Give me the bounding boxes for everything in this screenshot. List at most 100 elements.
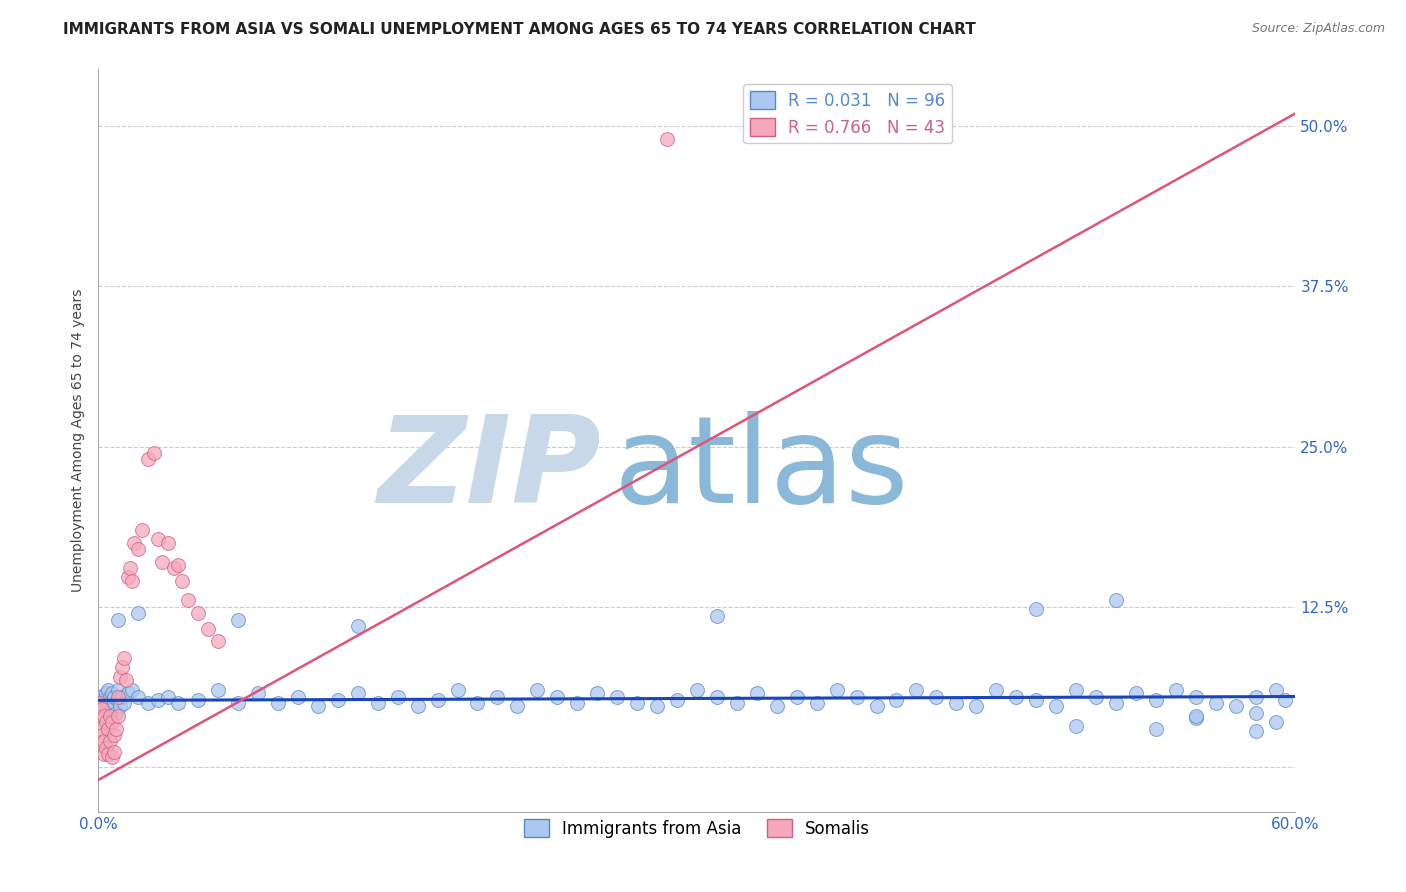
- Point: [346, 686, 368, 700]
- Point: [725, 696, 748, 710]
- Point: [1125, 686, 1147, 700]
- Point: [91, 728, 114, 742]
- Point: [207, 683, 229, 698]
- Point: [865, 698, 887, 713]
- Point: [97, 696, 120, 710]
- Point: [157, 690, 180, 704]
- Text: IMMIGRANTS FROM ASIA VS SOMALI UNEMPLOYMENT AMONG AGES 65 TO 74 YEARS CORRELATIO: IMMIGRANTS FROM ASIA VS SOMALI UNEMPLOYM…: [63, 22, 976, 37]
- Point: [172, 574, 194, 589]
- Point: [567, 696, 589, 710]
- Point: [127, 542, 149, 557]
- Point: [1005, 690, 1028, 704]
- Legend: Immigrants from Asia, Somalis: Immigrants from Asia, Somalis: [517, 813, 876, 845]
- Point: [127, 606, 149, 620]
- Y-axis label: Unemployment Among Ages 65 to 74 years: Unemployment Among Ages 65 to 74 years: [72, 288, 86, 592]
- Point: [1184, 690, 1206, 704]
- Point: [546, 690, 568, 704]
- Point: [197, 622, 219, 636]
- Point: [93, 747, 115, 762]
- Point: [110, 698, 132, 713]
- Point: [1244, 690, 1267, 704]
- Point: [267, 696, 290, 710]
- Point: [226, 696, 249, 710]
- Point: [1025, 602, 1047, 616]
- Point: [187, 606, 209, 620]
- Point: [526, 683, 548, 698]
- Point: [1164, 683, 1187, 698]
- Point: [107, 683, 129, 698]
- Point: [406, 698, 429, 713]
- Point: [765, 698, 787, 713]
- Point: [93, 708, 115, 723]
- Point: [925, 690, 948, 704]
- Point: [100, 708, 122, 723]
- Point: [111, 660, 134, 674]
- Point: [367, 696, 389, 710]
- Point: [626, 696, 648, 710]
- Point: [1084, 690, 1107, 704]
- Point: [107, 613, 129, 627]
- Point: [387, 690, 409, 704]
- Point: [1205, 696, 1227, 710]
- Text: Source: ZipAtlas.com: Source: ZipAtlas.com: [1251, 22, 1385, 36]
- Point: [112, 651, 135, 665]
- Point: [825, 683, 848, 698]
- Point: [121, 574, 143, 589]
- Point: [107, 693, 129, 707]
- Point: [89, 690, 111, 704]
- Point: [467, 696, 489, 710]
- Point: [157, 535, 180, 549]
- Point: [905, 683, 928, 698]
- Point: [1244, 706, 1267, 721]
- Point: [105, 706, 128, 721]
- Point: [886, 693, 908, 707]
- Point: [110, 670, 132, 684]
- Point: [686, 683, 709, 698]
- Point: [177, 593, 200, 607]
- Point: [806, 696, 828, 710]
- Point: [1264, 683, 1286, 698]
- Point: [207, 634, 229, 648]
- Point: [666, 693, 689, 707]
- Point: [117, 570, 139, 584]
- Point: [89, 696, 111, 710]
- Point: [131, 523, 153, 537]
- Point: [307, 698, 329, 713]
- Point: [91, 702, 114, 716]
- Point: [97, 683, 120, 698]
- Point: [1144, 693, 1167, 707]
- Point: [101, 698, 124, 713]
- Point: [107, 690, 129, 704]
- Point: [1105, 593, 1128, 607]
- Point: [586, 686, 609, 700]
- Point: [100, 734, 122, 748]
- Point: [1064, 719, 1087, 733]
- Point: [96, 702, 118, 716]
- Point: [655, 132, 678, 146]
- Point: [606, 690, 628, 704]
- Point: [1274, 693, 1296, 707]
- Point: [96, 686, 118, 700]
- Point: [845, 690, 868, 704]
- Point: [346, 619, 368, 633]
- Point: [1184, 708, 1206, 723]
- Point: [506, 698, 529, 713]
- Point: [1025, 693, 1047, 707]
- Point: [965, 698, 987, 713]
- Point: [91, 696, 114, 710]
- Point: [1225, 698, 1247, 713]
- Point: [121, 683, 143, 698]
- Point: [945, 696, 967, 710]
- Point: [148, 693, 170, 707]
- Point: [111, 690, 134, 704]
- Point: [645, 698, 668, 713]
- Point: [100, 690, 122, 704]
- Point: [148, 532, 170, 546]
- Point: [97, 722, 120, 736]
- Point: [136, 452, 159, 467]
- Point: [105, 722, 128, 736]
- Point: [167, 558, 190, 572]
- Point: [96, 715, 118, 730]
- Point: [103, 690, 125, 704]
- Point: [107, 708, 129, 723]
